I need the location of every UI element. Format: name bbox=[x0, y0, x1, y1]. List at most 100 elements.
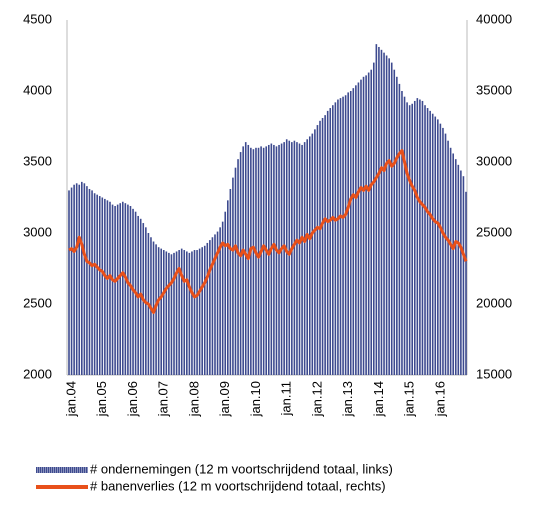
y2-tick-label: 40000 bbox=[476, 11, 512, 26]
bar bbox=[398, 83, 401, 376]
bar bbox=[365, 75, 367, 375]
bar bbox=[401, 91, 403, 375]
y2-tick-label: 35000 bbox=[476, 82, 512, 97]
bar bbox=[437, 119, 439, 376]
bar bbox=[408, 105, 411, 375]
bar bbox=[342, 96, 344, 376]
bar bbox=[265, 146, 268, 375]
legend-swatch bbox=[36, 467, 38, 473]
y-tick-label: 3500 bbox=[23, 153, 52, 168]
bar bbox=[452, 153, 454, 375]
bar bbox=[119, 203, 122, 375]
bar bbox=[416, 98, 419, 375]
bar bbox=[86, 186, 88, 375]
bar bbox=[262, 147, 265, 375]
bar bbox=[237, 159, 239, 375]
bar bbox=[434, 116, 437, 375]
bar bbox=[193, 250, 196, 375]
bar bbox=[311, 133, 314, 375]
bar bbox=[257, 147, 260, 375]
bar bbox=[101, 197, 104, 375]
bar bbox=[388, 58, 390, 376]
bar bbox=[334, 102, 337, 376]
x-tick-label: jan.06 bbox=[125, 381, 140, 417]
bar bbox=[385, 55, 388, 375]
bar bbox=[234, 167, 237, 375]
bar bbox=[283, 142, 285, 375]
legend-swatch bbox=[58, 467, 60, 473]
bar bbox=[203, 245, 206, 375]
legend-swatch bbox=[68, 467, 70, 473]
bar bbox=[460, 170, 462, 375]
bar bbox=[250, 147, 252, 375]
bar bbox=[273, 144, 275, 375]
bar bbox=[332, 105, 334, 375]
legend-swatch bbox=[86, 467, 88, 473]
x-tick-label: jan.12 bbox=[309, 381, 324, 417]
bar bbox=[275, 146, 278, 375]
bar bbox=[344, 95, 347, 375]
bar bbox=[244, 142, 247, 375]
bar bbox=[219, 227, 221, 375]
bar bbox=[186, 251, 188, 375]
bar bbox=[280, 143, 283, 375]
bar bbox=[396, 76, 398, 376]
bar bbox=[211, 237, 214, 375]
bar bbox=[68, 190, 70, 375]
bar bbox=[347, 92, 349, 376]
bar bbox=[316, 125, 319, 375]
bar bbox=[375, 44, 378, 375]
bar bbox=[201, 247, 203, 375]
x-tick-label: jan.15 bbox=[402, 381, 417, 417]
bar bbox=[326, 110, 329, 375]
y-tick-label: 2500 bbox=[23, 295, 52, 310]
bar bbox=[339, 98, 342, 375]
bar bbox=[308, 136, 311, 375]
bar bbox=[88, 188, 91, 375]
bar bbox=[188, 252, 191, 375]
bar bbox=[298, 143, 301, 375]
legend-label: # ondernemingen (12 m voortschrijdend to… bbox=[90, 461, 393, 476]
legend-swatch bbox=[60, 467, 62, 473]
bar bbox=[191, 251, 193, 375]
x-tick-label: jan.07 bbox=[156, 381, 171, 417]
bar bbox=[296, 142, 298, 375]
legend-swatch bbox=[46, 467, 48, 473]
legend-swatch bbox=[54, 467, 56, 473]
bar bbox=[444, 133, 447, 375]
bar bbox=[129, 206, 132, 375]
legend-swatch bbox=[40, 467, 42, 473]
bar bbox=[83, 183, 86, 375]
bar bbox=[357, 82, 360, 375]
bar bbox=[360, 79, 362, 375]
bar bbox=[162, 250, 165, 375]
bar bbox=[180, 248, 183, 375]
bar bbox=[380, 49, 383, 375]
x-tick-label: jan.08 bbox=[186, 381, 201, 417]
bar bbox=[426, 108, 429, 375]
bar bbox=[370, 69, 373, 375]
bar bbox=[352, 88, 355, 375]
y2-tick-label: 15000 bbox=[476, 366, 512, 381]
bar bbox=[114, 206, 116, 375]
bar bbox=[91, 190, 93, 375]
legend-swatch bbox=[50, 467, 52, 473]
legend-swatch bbox=[82, 467, 84, 473]
x-tick-label: jan.05 bbox=[94, 381, 109, 417]
bar bbox=[303, 142, 306, 375]
y2-tick-label: 20000 bbox=[476, 295, 512, 310]
bar bbox=[183, 250, 186, 375]
legend-swatch bbox=[62, 467, 64, 473]
bar bbox=[465, 191, 467, 375]
bar bbox=[349, 91, 352, 375]
bar bbox=[324, 115, 326, 375]
legend-swatch bbox=[70, 467, 72, 473]
bar bbox=[278, 144, 280, 375]
bar bbox=[291, 142, 293, 375]
bar bbox=[306, 139, 308, 375]
bar bbox=[329, 108, 332, 375]
x-tick-label: jan.14 bbox=[371, 381, 386, 417]
bar bbox=[70, 187, 73, 375]
y-tick-label: 2000 bbox=[23, 366, 52, 381]
